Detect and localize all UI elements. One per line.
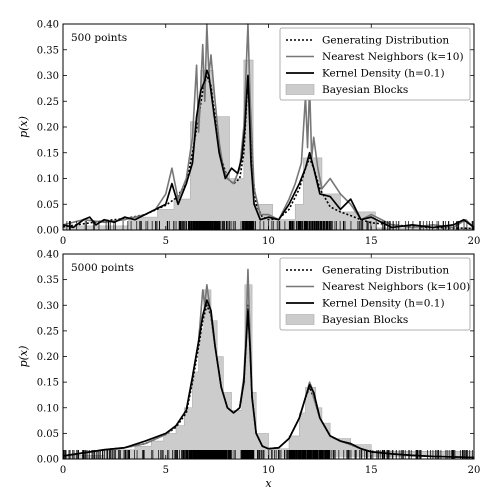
legend-box: [279, 27, 471, 101]
x-axis-label: x: [265, 477, 272, 490]
sample-size-annotation: 500 points: [71, 32, 127, 44]
y-tick-label: 0.20: [37, 123, 59, 134]
rug-marks: [66, 221, 474, 230]
x-tick-label: 10: [262, 465, 275, 476]
legend-box: [279, 257, 471, 331]
bayesian-blocks-area: [62, 59, 475, 231]
y-tick-label: 0.15: [37, 148, 59, 159]
x-tick-label: 10: [262, 236, 275, 247]
y-tick-label: 0.35: [37, 45, 59, 56]
y-tick-label: 0.00: [37, 226, 59, 237]
y-tick-label: 0.15: [37, 378, 59, 389]
legend-label: Bayesian Blocks: [322, 314, 408, 326]
legend-label: Generating Distribution: [322, 35, 449, 47]
chart-panel-2: 0.00 0.05 0.10 0.15 0.20 0.25 0.30 0.35 0.40 0 5 10…: [17, 250, 480, 491]
y-tick-label: 0.00: [37, 455, 59, 466]
x-tick-label: 5: [163, 465, 169, 476]
y-tick-label: 0.20: [37, 352, 59, 363]
x-tick-label: 0: [60, 465, 66, 476]
y-axis-label: p(x): [17, 346, 30, 368]
x-tick-label: 15: [365, 465, 378, 476]
x-tick-label: 0: [60, 236, 66, 247]
legend-label: Kernel Density (h=0.1): [322, 68, 445, 80]
legend-swatch-blocks: [285, 314, 315, 325]
x-tick-label: 15: [365, 236, 378, 247]
legend-label: Kernel Density (h=0.1): [322, 298, 445, 310]
rug-marks: [63, 450, 475, 459]
y-tick-label: 0.10: [37, 174, 59, 185]
legend-label: Generating Distribution: [322, 265, 449, 277]
y-tick-label: 0.25: [37, 97, 59, 108]
y-tick-label: 0.35: [37, 275, 59, 286]
y-tick-label: 0.05: [37, 429, 59, 440]
x-tick-label: 20: [468, 465, 481, 476]
legend-label: Nearest Neighbors (k=100): [322, 281, 470, 293]
y-tick-label: 0.40: [37, 250, 59, 261]
x-tick-label: 5: [163, 236, 169, 247]
x-tick-label: 20: [468, 236, 481, 247]
chart-panel-1: 0.00 0.05 0.10 0.15 0.20 0.25 0.30 0.35 0.40 0 5 10…: [17, 20, 480, 248]
sample-size-annotation: 5000 points: [71, 262, 134, 274]
legend-swatch-blocks: [285, 84, 315, 95]
y-tick-label: 0.10: [37, 403, 59, 414]
y-tick-label: 0.30: [37, 301, 59, 312]
legend-label: Nearest Neighbors (k=10): [322, 51, 464, 63]
legend-label: Bayesian Blocks: [322, 84, 408, 96]
legend: Generating Distribution Nearest Neighbors…: [279, 257, 471, 331]
y-tick-label: 0.40: [37, 20, 59, 31]
y-axis-label: p(x): [17, 116, 30, 138]
series-line-3: [62, 69, 475, 229]
series-line-3: [62, 299, 475, 459]
y-tick-label: 0.30: [37, 71, 59, 82]
y-tick-label: 0.05: [37, 200, 59, 211]
legend: Generating Distribution Nearest Neighbors…: [279, 27, 471, 101]
y-tick-label: 0.25: [37, 326, 59, 337]
